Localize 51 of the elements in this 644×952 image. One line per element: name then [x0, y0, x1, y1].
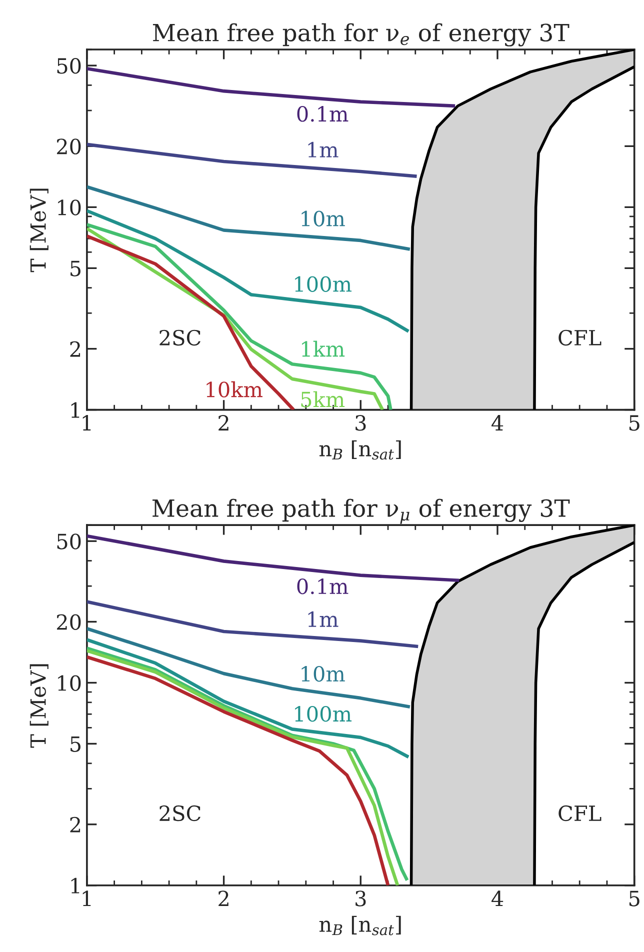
y-axis-title: T [MeV]	[30, 188, 48, 272]
series-label: 1m	[308, 611, 338, 627]
x-tick-label: 1	[82, 415, 91, 430]
annotation: CFL	[558, 330, 602, 346]
line-series	[86, 142, 418, 178]
line-series	[86, 66, 457, 108]
line-series	[86, 185, 412, 251]
line-series	[86, 600, 420, 648]
x-tick-label: 2	[218, 415, 228, 430]
x-axis-title: n$_{B}$ [n$_{sat}$]	[319, 440, 401, 460]
x-tick-label: 5	[629, 415, 640, 431]
x-tick-label: 4	[492, 415, 504, 430]
annotation: CFL	[558, 805, 602, 822]
y-tick-label: 10	[58, 200, 81, 216]
series-label: 5km	[301, 391, 345, 408]
x-axis-title: n$_{B}$ [n$_{sat}$]	[319, 916, 401, 936]
y-tick-label: 10	[58, 675, 81, 691]
y-tick-label: 1	[71, 878, 80, 894]
y-axis-title: T [MeV]	[30, 664, 48, 748]
y-tick-label: 50	[57, 534, 81, 550]
line-series	[533, 65, 634, 410]
series-label: 100m	[295, 706, 352, 722]
series-label: 0.1m	[297, 106, 348, 122]
line-series	[86, 638, 410, 759]
series-label: 100m	[295, 276, 352, 292]
x-tick-label: 2	[218, 890, 228, 906]
series-label: 10m	[302, 666, 345, 682]
x-tick-label: 5	[629, 890, 640, 906]
y-tick-label: 20	[56, 614, 81, 630]
x-tick-label: 3	[356, 890, 366, 906]
y-tick-label: 2	[70, 341, 80, 357]
line-series	[86, 234, 296, 410]
y-tick-label: 5	[70, 260, 80, 276]
series-label: 0.1m	[297, 578, 348, 594]
annotation: 2SC	[160, 805, 200, 822]
series-label: 10km	[206, 381, 262, 398]
series-label: 1m	[308, 142, 338, 158]
y-tick-label: 50	[57, 58, 81, 74]
series-label: 10m	[302, 210, 345, 226]
series-label: 1km	[302, 340, 345, 357]
chart-title: Mean free path for ν$_{e}$ of energy 3T	[152, 23, 570, 46]
y-tick-label: 20	[56, 138, 81, 154]
y-tick-label: 2	[70, 816, 80, 832]
x-tick-label: 4	[492, 890, 504, 906]
x-tick-label: 1	[82, 890, 91, 906]
y-tick-label: 1	[71, 402, 80, 418]
chart-title: Mean free path for ν$_{μ}$ of energy 3T	[152, 498, 570, 524]
y-tick-label: 5	[70, 736, 80, 752]
annotation: 2SC	[160, 330, 200, 346]
x-tick-label: 3	[356, 415, 366, 431]
line-series	[533, 540, 634, 886]
